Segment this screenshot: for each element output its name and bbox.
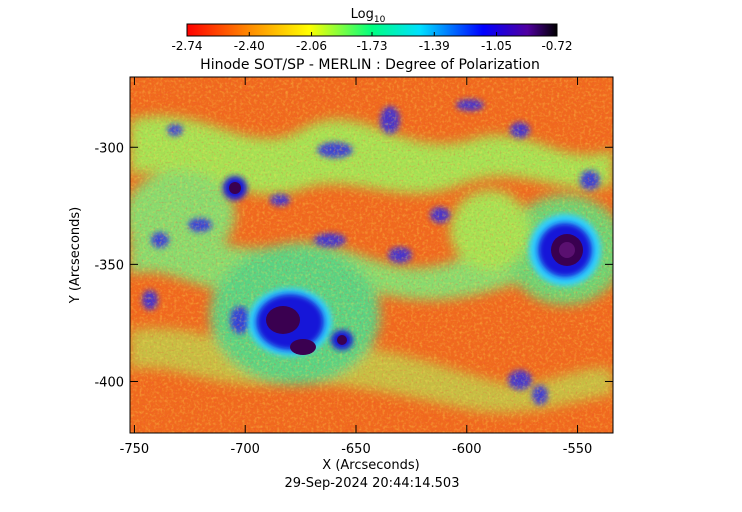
x-axis: -750 -700 -650 -600 -550 (120, 77, 593, 457)
x-tick-label: -650 (341, 442, 371, 457)
y-tick-label: -300 (94, 141, 124, 156)
y-axis: -300 -350 -400 (94, 141, 613, 390)
sunspot-right (529, 214, 601, 286)
colorbar-tick-label: -2.40 (234, 39, 265, 53)
colorbar-tick-label: -2.74 (171, 39, 202, 53)
heatmap-image (130, 77, 613, 433)
sunspot-pore (223, 176, 247, 200)
y-tick-label: -350 (94, 258, 124, 273)
x-tick-label: -600 (452, 442, 482, 457)
colorbar-tick-label: -1.73 (356, 39, 387, 53)
plot-frame (129, 76, 614, 434)
sunspot-main (248, 288, 353, 356)
x-tick-label: -750 (120, 442, 150, 457)
y-tick-label: -400 (94, 375, 124, 390)
timestamp: 29-Sep-2024 20:44:14.503 (285, 476, 460, 491)
chart-title: Hinode SOT/SP - MERLIN : Degree of Polar… (200, 57, 540, 73)
colorbar-ticks: -2.74 -2.40 -2.06 -1.73 -1.39 -1.05 -0.72 (171, 32, 573, 53)
colorbar-tick-label: -1.39 (419, 39, 450, 53)
x-tick-label: -550 (563, 442, 593, 457)
colorbar-tick-label: -0.72 (541, 39, 572, 53)
y-axis-label: Y (Arcseconds) (68, 207, 83, 304)
x-axis-label: X (Arcseconds) (322, 458, 419, 473)
colorbar-label: Log10 (351, 7, 386, 25)
colorbar-tick-label: -2.06 (296, 39, 327, 53)
x-tick-label: -700 (230, 442, 260, 457)
colorbar-tick-label: -1.05 (481, 39, 512, 53)
